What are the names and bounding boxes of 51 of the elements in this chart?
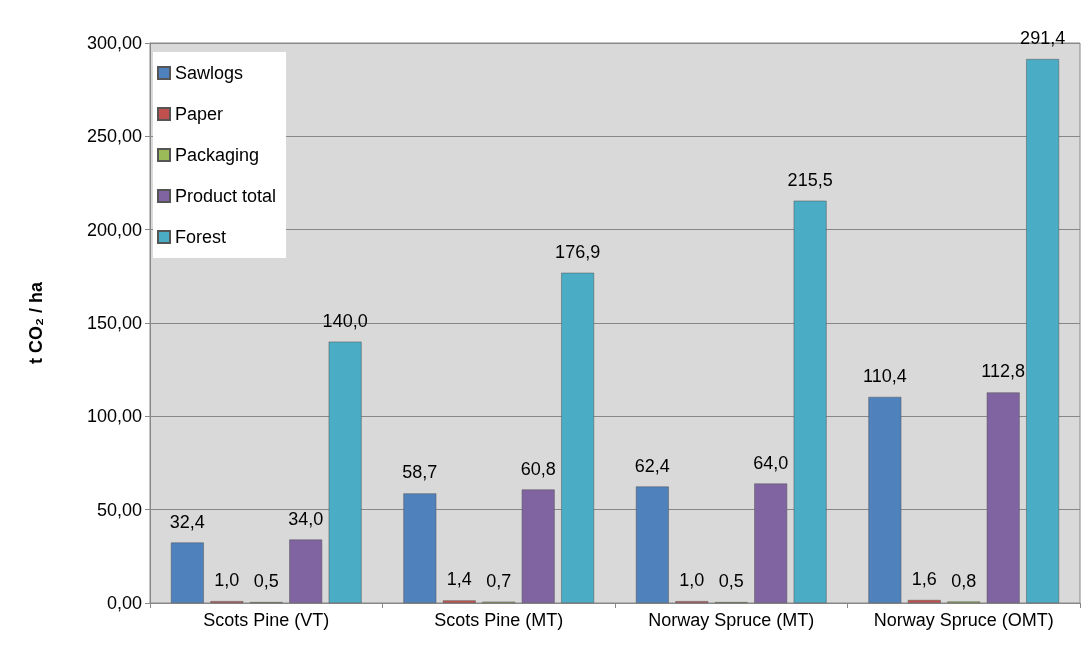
data-label: 1,0: [679, 570, 705, 591]
data-label: 34,0: [288, 508, 324, 529]
legend-label: Sawlogs: [175, 63, 244, 83]
bar: [635, 486, 669, 603]
bar: [754, 483, 788, 603]
data-label: 0,8: [951, 570, 977, 591]
bar: [561, 272, 595, 603]
legend-label: Forest: [175, 227, 227, 247]
bar: [868, 396, 902, 603]
data-label: 0,5: [718, 571, 744, 592]
y-tick-label: 200,00: [86, 219, 142, 240]
data-label: 140,0: [322, 310, 368, 331]
x-tick-label: Scots Pine (MT): [434, 610, 564, 630]
data-label: 1,0: [214, 570, 240, 591]
legend-label: Product total: [175, 186, 277, 206]
legend-label: Paper: [175, 104, 224, 124]
y-axis-title: t CO₂ / ha: [26, 281, 46, 365]
x-tick-label: Scots Pine (VT): [203, 610, 330, 630]
y-tick-label: 0,00: [106, 593, 142, 613]
data-label: 62,4: [634, 455, 670, 476]
bar: [1026, 59, 1060, 603]
y-tick-label: 150,00: [86, 313, 142, 333]
data-label: 32,4: [169, 511, 205, 532]
bar: [442, 600, 476, 603]
legend-label: Packaging: [175, 145, 260, 165]
bar: [793, 200, 827, 603]
bar: [328, 341, 362, 603]
bar: [403, 493, 437, 603]
y-tick-label: 50,00: [96, 499, 142, 520]
data-label: 176,9: [555, 241, 601, 262]
data-label: 64,0: [753, 452, 789, 473]
data-label: 60,8: [520, 458, 556, 479]
data-label: 0,5: [253, 571, 279, 592]
data-label: 0,7: [486, 570, 512, 591]
data-label: 215,5: [787, 169, 833, 190]
y-tick-label: 100,00: [86, 406, 142, 427]
data-label: 58,7: [402, 462, 438, 483]
bar: [521, 489, 555, 603]
data-label: 110,4: [863, 365, 907, 386]
bar: [289, 539, 323, 603]
data-label: 112,8: [981, 361, 1026, 382]
data-label: 1,4: [446, 569, 472, 590]
x-tick-label: Norway Spruce (MT): [648, 610, 815, 630]
bar: [907, 600, 941, 603]
bar: [170, 542, 204, 603]
y-tick-label: 300,00: [86, 33, 142, 53]
x-tick-label: Norway Spruce (OMT): [873, 610, 1054, 630]
data-label: 1,6: [911, 569, 937, 590]
data-label: 291,4: [1020, 28, 1066, 49]
y-tick-label: 250,00: [86, 126, 142, 147]
bar: [986, 392, 1020, 603]
